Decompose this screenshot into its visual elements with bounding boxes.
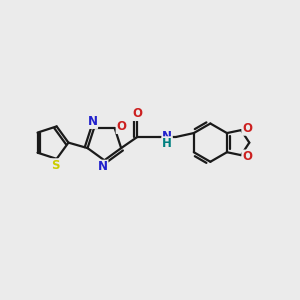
Text: H: H [162, 137, 172, 150]
Text: S: S [51, 159, 59, 172]
Text: O: O [116, 120, 126, 134]
Text: O: O [242, 122, 252, 135]
Text: N: N [88, 116, 98, 128]
Text: O: O [132, 107, 142, 120]
Text: N: N [98, 160, 108, 173]
Text: N: N [162, 130, 172, 143]
Text: O: O [242, 150, 252, 163]
